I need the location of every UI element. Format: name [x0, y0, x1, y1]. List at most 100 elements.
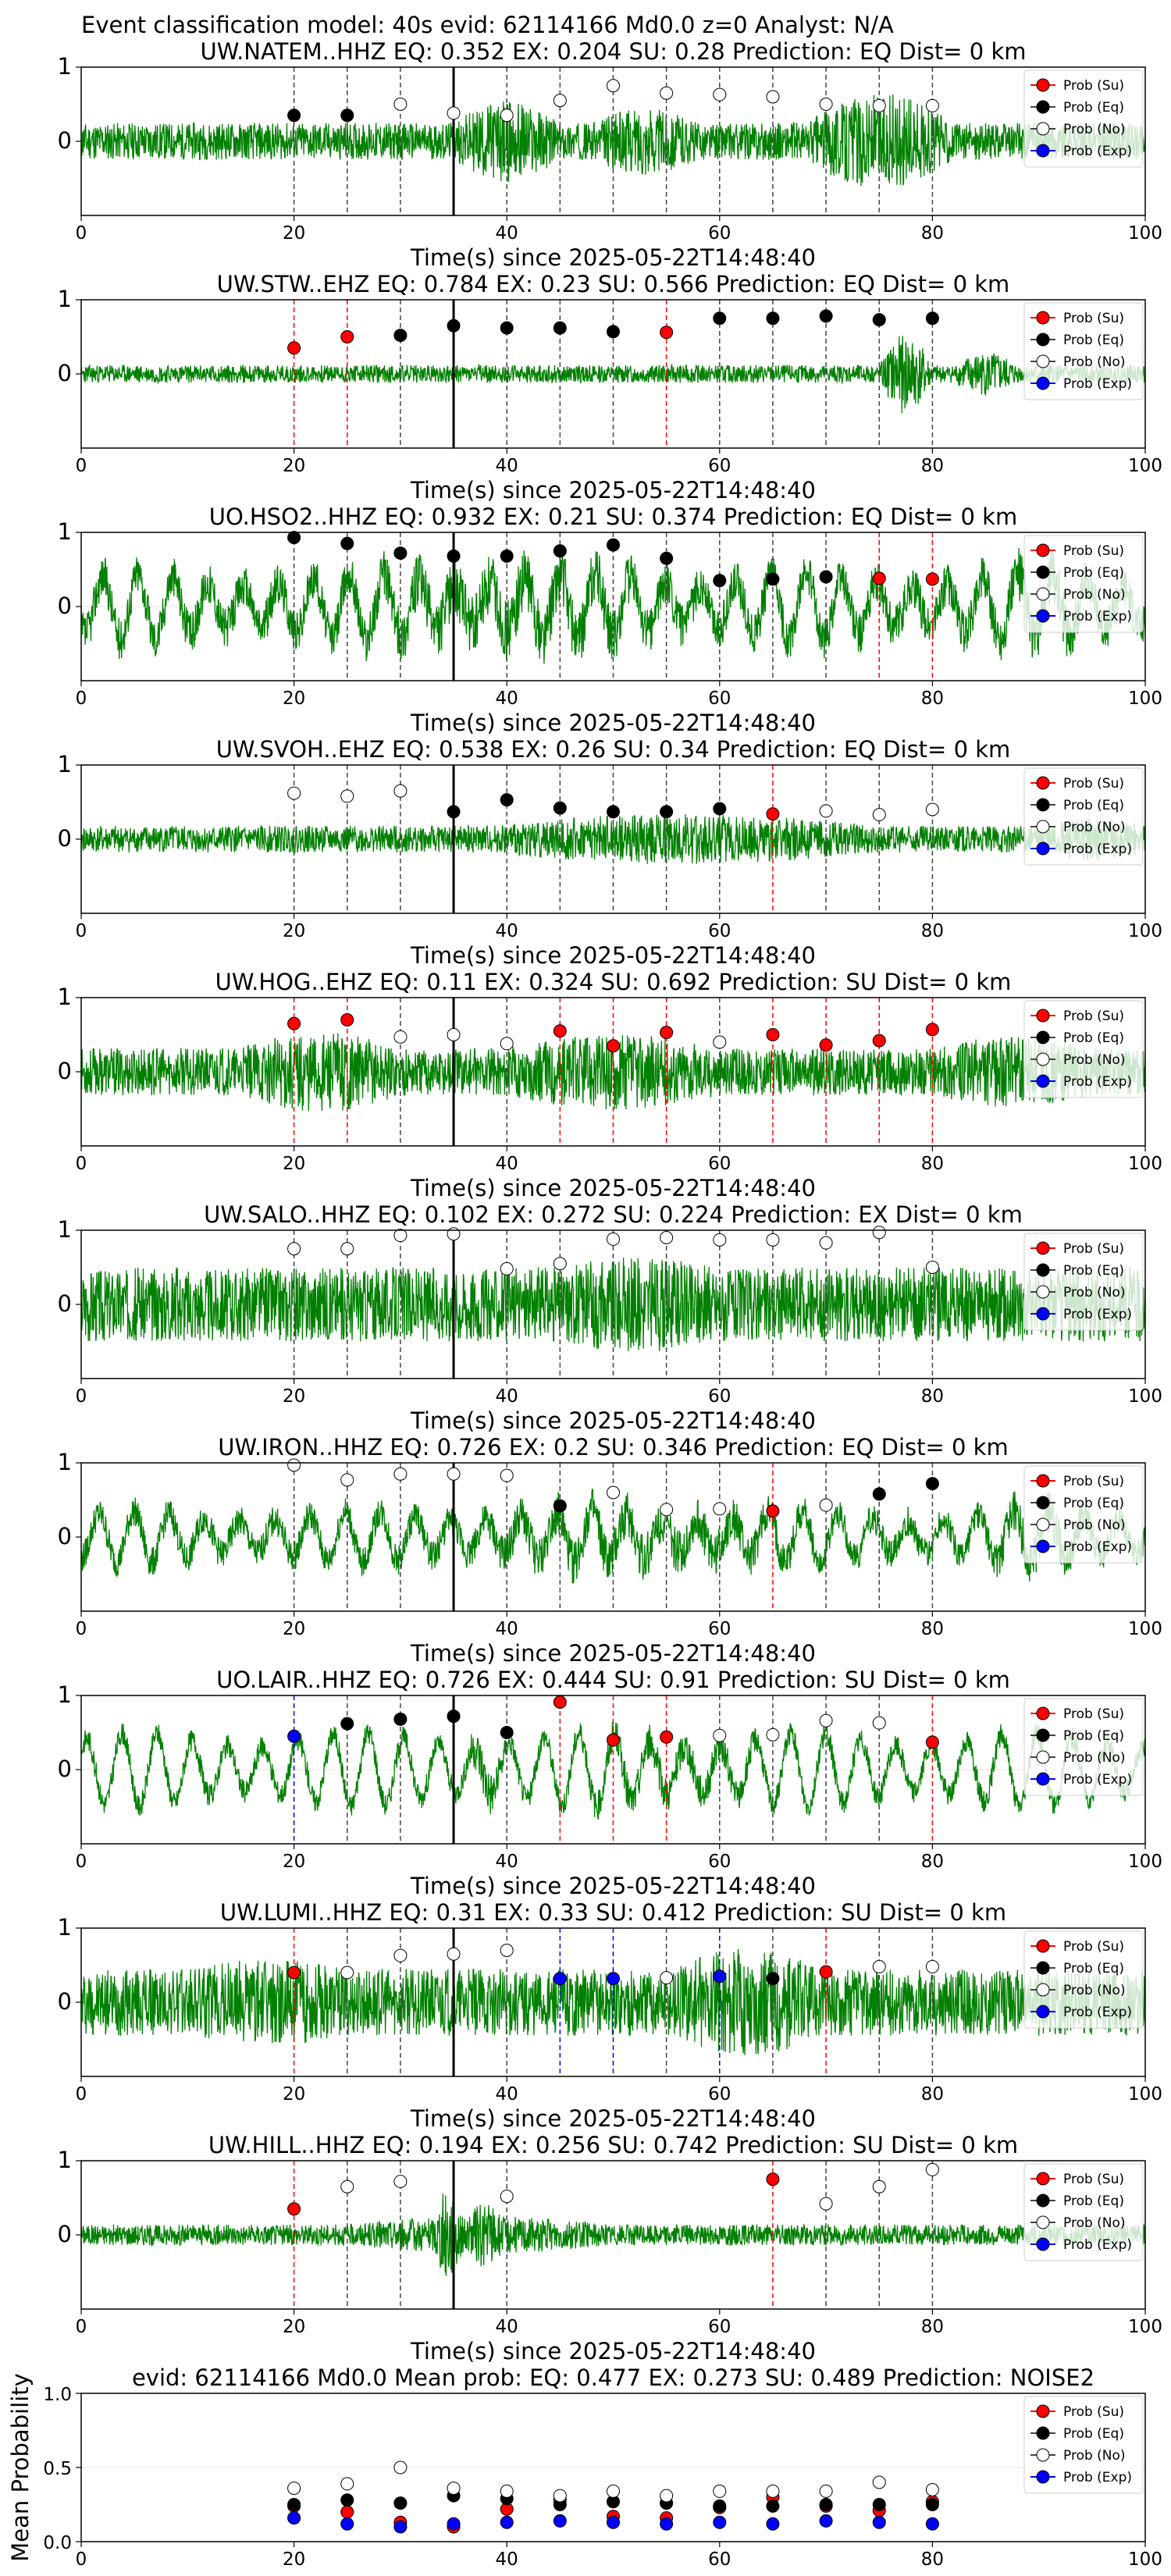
prob-marker-eq	[872, 1487, 886, 1501]
prob-marker-no	[500, 1261, 514, 1276]
prob-marker-no	[660, 86, 674, 100]
prob-marker-su	[553, 1024, 567, 1038]
x-tick-label: 0	[76, 456, 87, 476]
legend-marker-no	[1036, 1052, 1050, 1066]
x-tick-label: 20	[283, 688, 305, 709]
legend-box	[1023, 1000, 1144, 1098]
prob-marker-no	[766, 90, 780, 104]
legend-marker-eq	[1036, 1496, 1050, 1510]
prob-marker-su	[553, 1695, 567, 1710]
panel-title: UW.HILL..HHZ EQ: 0.194 EX: 0.256 SU: 0.7…	[208, 2132, 1018, 2158]
prob-marker-no	[393, 98, 408, 111]
prob-marker-exp	[287, 1729, 301, 1743]
legend-marker-eq	[1036, 100, 1050, 114]
y-tick-label: 1	[58, 1681, 72, 1708]
panel-4: UW.SVOH..EHZ EQ: 0.538 EX: 0.26 SU: 0.34…	[58, 736, 1162, 969]
prob-marker-su	[287, 2202, 301, 2216]
x-tick-label: 80	[921, 1154, 944, 1174]
legend-label-exp: Prob (Exp)	[1063, 1074, 1132, 1090]
prob-marker-exp	[713, 1969, 727, 1984]
legend-marker-su	[1036, 2404, 1050, 2418]
panel-8: UO.LAIR..HHZ EQ: 0.726 EX: 0.444 SU: 0.9…	[58, 1667, 1162, 1899]
legend-label-eq: Prob (Eq)	[1063, 798, 1124, 813]
x-tick-label: 80	[921, 1386, 944, 1407]
x-tick-label: 80	[921, 1852, 944, 1872]
y-tick-label: 0	[58, 360, 72, 386]
y-tick-label: 0	[58, 1523, 72, 1550]
x-tick-label: 100	[1128, 1619, 1162, 1639]
x-tick-label: 100	[1128, 456, 1162, 476]
prob-marker-eq	[660, 551, 674, 565]
x-tick-label: 40	[496, 2549, 518, 2570]
prob-marker-eq	[340, 536, 354, 550]
legend-label-exp: Prob (Exp)	[1063, 1539, 1132, 1555]
prob-marker-eq	[500, 1726, 514, 1739]
prob-marker-exp	[607, 1972, 620, 1986]
panel-title: UO.LAIR..HHZ EQ: 0.726 EX: 0.444 SU: 0.9…	[216, 1667, 1010, 1693]
legend-marker-eq	[1036, 2426, 1050, 2440]
mean-prob-marker-eq	[287, 2498, 301, 2511]
prob-marker-su	[872, 1034, 886, 1048]
prob-marker-no	[500, 1944, 514, 1957]
x-tick-label: 60	[708, 1619, 731, 1639]
prob-marker-no	[872, 1959, 886, 1973]
mean-prob-marker-exp	[607, 2515, 620, 2529]
panel-10: UW.HILL..HHZ EQ: 0.194 EX: 0.256 SU: 0.7…	[58, 2132, 1162, 2364]
prob-marker-eq	[819, 570, 833, 584]
prob-marker-su	[925, 1735, 939, 1749]
x-tick-label: 80	[921, 688, 944, 709]
prob-marker-no	[819, 1498, 833, 1512]
legend-marker-eq	[1036, 2194, 1050, 2208]
x-axis-label: Time(s) since 2025-05-22T14:48:40	[410, 942, 816, 969]
prob-marker-su	[766, 2172, 780, 2186]
waveform-trace	[80, 336, 1146, 414]
prob-marker-eq	[393, 1712, 408, 1726]
mean-prob-marker-eq	[340, 2493, 354, 2507]
prob-marker-no	[925, 1261, 939, 1274]
x-tick-label: 100	[1128, 688, 1162, 709]
mean-prob-marker-no	[925, 2483, 939, 2496]
prob-marker-no	[872, 98, 886, 112]
panel-title: UW.IRON..HHZ EQ: 0.726 EX: 0.2 SU: 0.346…	[218, 1434, 1008, 1461]
prob-marker-no	[500, 109, 514, 123]
prob-marker-exp	[553, 1972, 567, 1986]
legend-marker-no	[1036, 122, 1050, 136]
y-tick-label: 1	[58, 984, 72, 1010]
legend-marker-eq	[1036, 333, 1050, 347]
prob-marker-eq	[553, 544, 567, 558]
mean-prob-marker-exp	[287, 2511, 301, 2525]
legend-label-no: Prob (No)	[1063, 820, 1126, 835]
mean-prob-marker-no	[660, 2489, 674, 2503]
legend-label-exp: Prob (Exp)	[1063, 2470, 1132, 2485]
y-tick-label: 0.0	[43, 2533, 72, 2553]
x-tick-label: 0	[76, 688, 87, 709]
x-tick-label: 0	[76, 2084, 87, 2105]
legend-marker-no	[1036, 354, 1050, 368]
prob-marker-no	[607, 1485, 620, 1500]
mean-prob-marker-exp	[766, 2517, 780, 2531]
prob-marker-no	[925, 1959, 939, 1973]
x-tick-label: 20	[283, 921, 305, 941]
legend-label-su: Prob (Su)	[1063, 2172, 1124, 2187]
legend-marker-exp	[1036, 1307, 1050, 1321]
prob-marker-no	[607, 79, 620, 93]
legend-marker-no	[1036, 1983, 1050, 1997]
prob-marker-no	[925, 802, 939, 817]
prob-marker-eq	[553, 1499, 567, 1513]
x-axis-label: Time(s) since 2025-05-22T14:48:40	[410, 1873, 816, 1899]
legend-marker-no	[1036, 2215, 1050, 2229]
prob-marker-eq	[553, 321, 567, 335]
prob-marker-no	[287, 786, 301, 800]
prob-marker-su	[766, 807, 780, 821]
legend-label-no: Prob (No)	[1063, 1750, 1126, 1766]
legend-marker-no	[1036, 587, 1050, 601]
legend-box	[1023, 1930, 1144, 2029]
prob-marker-no	[500, 1037, 514, 1051]
legend-label-eq: Prob (Eq)	[1063, 1961, 1124, 1976]
prob-marker-no	[660, 1231, 674, 1244]
legend-box	[1023, 2396, 1144, 2494]
y-tick-label: 1	[58, 53, 72, 80]
waveform-trace	[80, 1488, 1146, 1584]
legend-marker-exp	[1036, 1772, 1050, 1786]
y-tick-label: 0	[58, 1988, 72, 2015]
